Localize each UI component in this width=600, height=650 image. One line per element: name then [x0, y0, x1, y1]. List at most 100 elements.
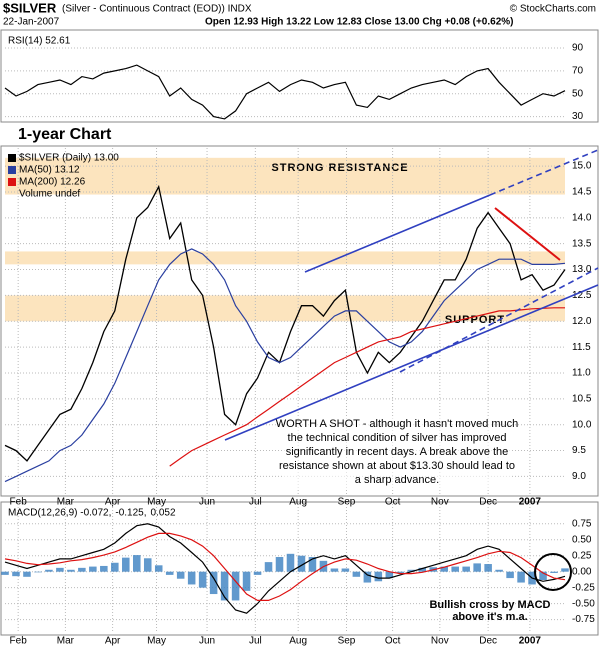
x-tick-label: Nov — [431, 636, 449, 647]
histogram-bar — [111, 562, 119, 572]
x-tick-label: Apr — [105, 497, 121, 508]
histogram-bar — [264, 562, 273, 572]
line-series — [169, 307, 565, 467]
line-series — [4, 532, 566, 601]
histogram-bar — [341, 568, 350, 572]
histogram-bar — [308, 557, 317, 572]
y-tick-label: 0.25 — [572, 550, 592, 561]
note-bg — [282, 460, 512, 474]
note: WORTH A SHOT - although it hasn't moved … — [276, 418, 519, 430]
trendline — [304, 194, 491, 273]
histogram-bar — [495, 569, 503, 572]
x-tick-label: Aug — [289, 497, 307, 508]
histogram-bar — [550, 571, 558, 573]
y-tick-label: 15.0 — [572, 161, 592, 172]
x-tick-label: May — [147, 497, 166, 508]
histogram-bar — [56, 567, 64, 572]
trendline — [224, 284, 599, 441]
histogram-bar — [539, 571, 547, 580]
y-tick-label: -0.50 — [572, 598, 595, 609]
histogram-bar — [100, 565, 108, 572]
line-series — [4, 64, 566, 120]
histogram-bar — [1, 571, 9, 575]
histogram-bar — [462, 566, 470, 572]
note-bg — [282, 474, 512, 488]
histogram-bar — [23, 571, 31, 577]
histogram-bar — [297, 555, 306, 572]
x-tick-label: 2007 — [519, 636, 542, 647]
y-tick-label: 0.75 — [572, 518, 592, 529]
y-tick-label: 11.0 — [572, 368, 591, 379]
histogram-bar — [374, 571, 383, 582]
note: Bullish cross by MACD — [429, 599, 550, 611]
histogram-bar — [484, 564, 492, 572]
band-label: STRONG RESISTANCE — [271, 162, 408, 174]
y-tick-label: 9.0 — [572, 471, 586, 482]
note: above it's m.a. — [452, 611, 527, 623]
x-tick-label: Dec — [479, 497, 497, 508]
note-bg — [282, 418, 512, 432]
histogram-bar — [396, 571, 405, 573]
x-tick-label: Sep — [338, 497, 356, 508]
band — [5, 157, 565, 195]
legend-label: MACD(12,26,9) -0.072, — [8, 508, 111, 519]
legend-swatch — [8, 178, 16, 186]
histogram-bar — [352, 571, 361, 577]
x-tick-label: Jun — [199, 497, 215, 508]
legend-label: -0.125, — [115, 508, 146, 519]
x-tick-label: Jun — [199, 636, 215, 647]
x-tick-label: 2007 — [519, 497, 542, 508]
histogram-bar — [440, 566, 448, 572]
date: 22-Jan-2007 — [3, 17, 60, 28]
chart-title: 1-year Chart — [18, 126, 112, 143]
histogram-bar — [385, 571, 394, 579]
y-tick-label: -0.25 — [572, 582, 595, 593]
line-series — [4, 523, 566, 614]
histogram-bar — [12, 571, 20, 577]
copyright: © StockCharts.com — [510, 4, 596, 15]
band — [5, 251, 565, 265]
histogram-bar — [506, 571, 514, 579]
y-tick-label: 0.00 — [572, 566, 592, 577]
note-bg — [282, 446, 512, 460]
histogram-bar — [407, 569, 416, 572]
histogram-bar — [78, 567, 86, 572]
legend-label: RSI(14) 52.61 — [8, 36, 71, 47]
y-tick-label: 14.0 — [572, 212, 592, 223]
histogram-bar — [143, 558, 152, 572]
histogram-bar — [363, 571, 372, 583]
x-tick-label: Mar — [57, 497, 75, 508]
histogram-bar — [34, 571, 42, 573]
y-tick-label: 50 — [572, 88, 584, 99]
x-tick-label: Jul — [249, 497, 262, 508]
x-tick-label: Dec — [479, 636, 497, 647]
note: significantly in recent days. A break ab… — [286, 446, 509, 458]
histogram-bar — [198, 571, 207, 588]
y-tick-label: 10.0 — [572, 419, 592, 430]
note-bg — [282, 432, 512, 446]
y-tick-label: 70 — [572, 65, 584, 76]
line-series — [4, 184, 566, 462]
y-tick-label: -0.75 — [572, 614, 595, 625]
band-label: SUPPORT — [445, 314, 505, 326]
histogram-bar — [330, 568, 339, 572]
legend-label: MA(50) 13.12 — [19, 165, 80, 176]
legend-swatch — [8, 166, 16, 174]
histogram-bar — [231, 571, 240, 601]
note: a sharp advance. — [355, 474, 439, 486]
description: (Silver - Continuous Contract (EOD)) IND… — [62, 4, 252, 15]
y-tick-label: 12.0 — [572, 316, 592, 327]
histogram-bar — [209, 571, 218, 595]
histogram-bar — [451, 566, 459, 572]
histogram-bar — [561, 568, 569, 572]
note: the technical condition of silver has im… — [288, 432, 507, 444]
x-tick-label: Oct — [385, 497, 401, 508]
trendline — [494, 207, 561, 261]
x-tick-label: Feb — [10, 497, 28, 508]
histogram-bar — [418, 567, 427, 572]
legend-label: $SILVER (Daily) 13.00 — [19, 153, 119, 164]
histogram-bar — [176, 571, 185, 579]
x-tick-label: Aug — [289, 636, 307, 647]
histogram-bar — [165, 571, 174, 575]
